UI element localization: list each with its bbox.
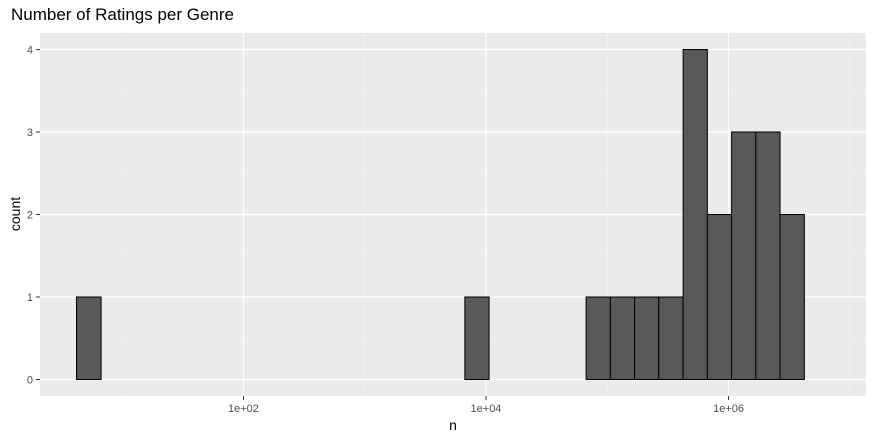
x-axis-title: n: [449, 417, 457, 433]
histogram-bar: [76, 296, 102, 380]
chart-title: Number of Ratings per Genre: [11, 5, 234, 24]
histogram-bar: [731, 131, 757, 380]
y-tick-label: 3: [27, 127, 33, 139]
histogram-bar: [585, 296, 611, 380]
histogram-bar: [609, 296, 636, 380]
histogram-bar: [706, 214, 733, 380]
histogram-bar: [682, 49, 708, 380]
histogram-bar: [755, 131, 781, 380]
x-axis-ticks: 1e+02 1e+04 1e+06: [228, 396, 744, 415]
x-tick-label: 1e+02: [228, 403, 259, 415]
histogram-bar: [464, 296, 490, 380]
histogram-bars: [76, 49, 805, 380]
x-tick-label: 1e+06: [713, 403, 744, 415]
y-axis-title: count: [7, 197, 23, 231]
y-tick-label: 1: [27, 292, 33, 304]
y-axis-ticks: 0 1 2 3 4: [27, 45, 40, 387]
y-tick-label: 4: [27, 45, 33, 57]
y-tick-label: 0: [27, 375, 33, 387]
histogram-bar: [658, 296, 684, 380]
x-tick-label: 1e+04: [471, 403, 502, 415]
y-tick-label: 2: [27, 210, 33, 222]
histogram-bar: [634, 296, 660, 380]
histogram-bar: [779, 214, 805, 380]
